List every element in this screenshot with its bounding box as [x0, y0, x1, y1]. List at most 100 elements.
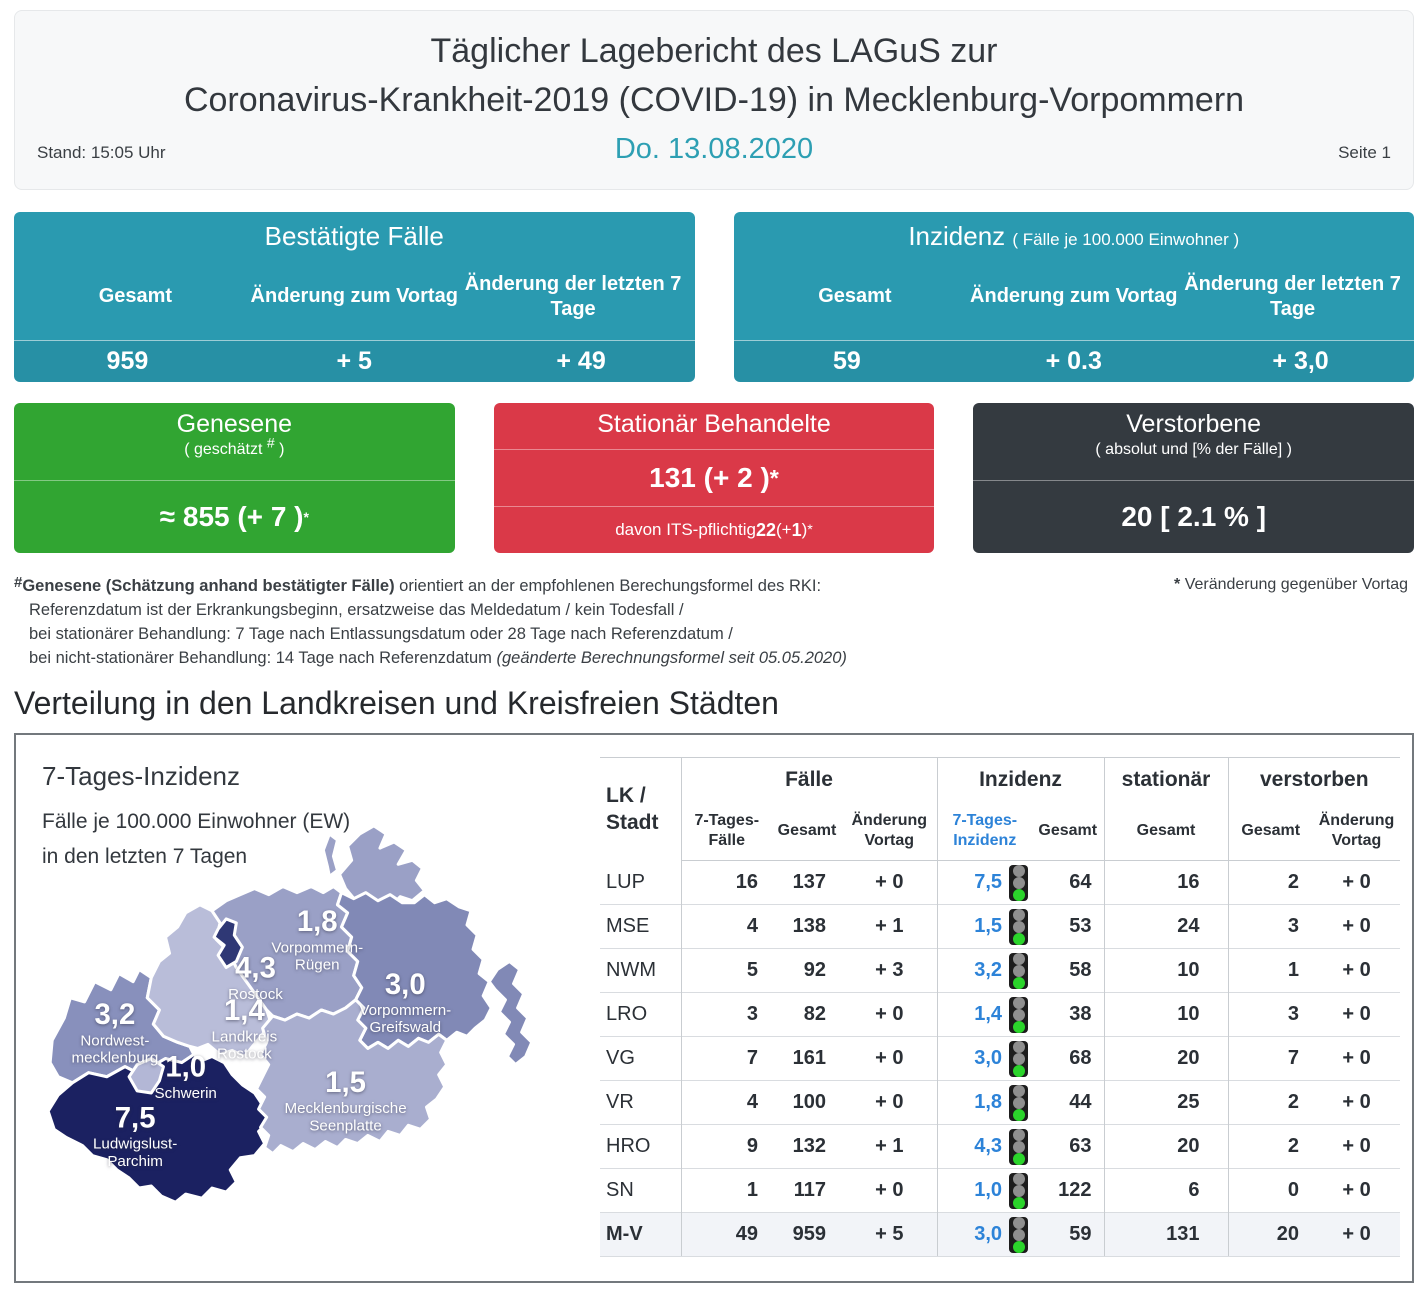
- table-corner-header: LK / Stadt: [600, 757, 681, 861]
- cell-incidence-total: 68: [1032, 1036, 1105, 1081]
- map-subtitle-2: in den letzten 7 Tagen: [42, 845, 248, 868]
- group-header-stationaer: stationär: [1103, 757, 1229, 803]
- cell-deaths: 7: [1227, 1036, 1314, 1081]
- confirmed-delta-day: + 5: [336, 347, 372, 375]
- map-name-hro: Rostock: [228, 986, 283, 1003]
- traffic-light-gray-dot: [1012, 1084, 1025, 1097]
- subheader-7-tages-inzidenz: 7-Tages-Inzidenz: [936, 802, 1033, 861]
- cell-deaths-delta: + 0: [1313, 1124, 1401, 1169]
- traffic-light-gray-dot: [1012, 876, 1025, 889]
- cell-incidence-total: 64: [1069, 871, 1092, 893]
- col-header-gesamt: Gesamt: [98, 285, 173, 307]
- footnote-line-1: #Genesene (Schätzung anhand bestätigter …: [14, 571, 874, 598]
- cell-hospitalized: 20: [1103, 1124, 1229, 1169]
- map-name-lro: Landkreis: [212, 1028, 278, 1045]
- map-name-mse: Mecklenburgische: [284, 1100, 406, 1117]
- cell-cases-total: 959: [772, 1212, 842, 1257]
- recovered-subtitle-post: ): [274, 441, 285, 458]
- cell-incidence-7d: 1,4: [936, 992, 1033, 1037]
- cell-incidence-7d: 3,2: [936, 948, 1033, 993]
- cell-incidence-total: 38: [1032, 992, 1105, 1037]
- traffic-light-icon: [1009, 1084, 1029, 1121]
- footnote-line-3: bei stationärer Behandlung: 7 Tage nach …: [29, 625, 733, 643]
- map-region-mse: [255, 998, 449, 1156]
- district-panel: 7-Tages-Inzidenz Fälle je 100.000 Einwoh…: [14, 733, 1414, 1283]
- map-region-hiddensee: [321, 832, 339, 878]
- table-row: HRO 9 132 + 1 4,3 63 20 2 + 0: [600, 1124, 1401, 1169]
- cell-cases-7d: 49: [680, 1212, 772, 1257]
- table-row: SN 1 117 + 0 1,0 122 6 0 + 0: [600, 1168, 1401, 1213]
- incidence-7d-value: 4,3: [974, 1135, 1003, 1157]
- cell-incidence-total: 58: [1032, 948, 1105, 993]
- traffic-light-gray-dot: [1012, 1140, 1025, 1153]
- recovered-value: ≈ 855 (+ 7 ) *: [14, 480, 455, 553]
- cell-deaths: 1: [1227, 948, 1314, 993]
- table-row: MSE 4 138 + 1 1,5 53 24 3 + 0: [600, 904, 1401, 949]
- cell-district-code: LUP: [606, 870, 645, 893]
- cell-hospitalized: 6: [1103, 1168, 1229, 1213]
- traffic-light-green-dot: [1012, 1064, 1025, 1077]
- cell-incidence-total: 63: [1032, 1124, 1105, 1169]
- cell-deaths-delta: + 0: [1313, 948, 1401, 993]
- cell-cases-total: 132: [772, 1124, 842, 1169]
- section-title: Verteilung in den Landkreisen und Kreisf…: [14, 685, 779, 721]
- traffic-light-gray-dot: [1012, 964, 1025, 977]
- cell-deaths-delta: + 0: [1313, 1168, 1401, 1213]
- traffic-light-green-dot: [1012, 1196, 1025, 1209]
- cell-cases-delta: + 1: [842, 1124, 938, 1169]
- cell-hospitalized: 10: [1103, 992, 1229, 1037]
- map-name-nwm: Nordwest-: [80, 1032, 149, 1049]
- cell-incidence-7d: 4,3: [936, 1124, 1033, 1169]
- incidence-delta-week: + 3,0: [1272, 347, 1329, 375]
- cell-incidence-7d: 7,5: [936, 860, 1033, 905]
- map-name-vr: Rügen: [295, 957, 340, 974]
- subheader-gesamt-verstorben: Gesamt: [1227, 802, 1314, 861]
- map-value-lro: 1,4: [224, 994, 265, 1027]
- deceased-title: Verstorbene: [1126, 410, 1262, 438]
- map-value-nwm: 3,2: [95, 998, 136, 1031]
- subheader-7-tages-faelle: 7-Tages-Fälle: [680, 802, 772, 861]
- traffic-light-gray-dot: [1012, 1096, 1025, 1109]
- map-region-hro: [212, 917, 244, 969]
- cell-deaths: 20: [1227, 1212, 1314, 1257]
- icu-delta: 1: [791, 519, 802, 540]
- col-header-7tage: Änderung der letzten 7 Tage: [464, 272, 682, 320]
- table-row: NWM 5 92 + 3 3,2 58 10 1 + 0: [600, 948, 1401, 993]
- cell-cases-delta: + 1: [842, 904, 938, 949]
- subheader-gesamt-faelle: Gesamt: [772, 802, 842, 861]
- confirmed-cases-title: Bestätigte Fälle: [264, 221, 444, 251]
- traffic-light-gray-dot: [1012, 1052, 1025, 1065]
- hospitalized-value-text: 131 (+ 2 ): [649, 462, 770, 493]
- cell-cases-total: 117: [772, 1168, 842, 1213]
- incidence-7d-value: 3,0: [974, 1223, 1003, 1245]
- subheader-aenderung-verstorben: Änderung Vortag: [1313, 802, 1401, 861]
- table-row: VG 7 161 + 0 3,0 68 20 7 + 0: [600, 1036, 1401, 1081]
- report-header: Täglicher Lagebericht des LAGuS zur Coro…: [14, 10, 1414, 190]
- cell-incidence-7d: 1,0: [936, 1168, 1033, 1213]
- cell-deaths-delta: + 0: [1313, 1036, 1401, 1081]
- summary-row-2: Genesene ( geschätzt # ) ≈ 855 (+ 7 ) * S…: [14, 403, 1415, 553]
- incidence-7d-value: 3,0: [974, 1047, 1003, 1069]
- map-name-lup: Ludwigslust-: [93, 1136, 177, 1153]
- table-row: LUP 16 137 + 0 7,5 64 16 2 + 0: [600, 860, 1400, 905]
- group-header-verstorben: verstorben: [1227, 757, 1401, 803]
- map-name-vg: Vorpommern-: [359, 1002, 451, 1019]
- icu-close: ): [801, 520, 808, 539]
- cell-district-code: VR: [600, 1080, 681, 1125]
- incidence-total: 59: [833, 347, 861, 375]
- icu-count: 22: [755, 519, 777, 540]
- deceased-value: 20 [ 2.1 % ]: [973, 480, 1415, 553]
- traffic-light-green-dot: [1012, 888, 1025, 901]
- map-value-hro: 4,3: [235, 952, 276, 985]
- footnote-line-4: bei nicht-stationärer Behandlung: 14 Tag…: [14, 646, 874, 670]
- cell-district-code: SN: [600, 1168, 681, 1213]
- traffic-light-green-dot: [1012, 932, 1025, 945]
- cell-cases-delta: + 0: [842, 1036, 938, 1081]
- table-row: VR 4 100 + 0 1,8 44 25 2 + 0: [600, 1080, 1401, 1125]
- traffic-light-icon: [1009, 864, 1029, 901]
- cell-hospitalized: 20: [1103, 1036, 1229, 1081]
- traffic-light-green-dot: [1012, 976, 1025, 989]
- footnote-line-2: Referenzdatum ist der Erkrankungsbeginn,…: [29, 601, 684, 619]
- traffic-light-gray-dot: [1012, 864, 1025, 877]
- cell-cases-total: 137: [792, 871, 826, 893]
